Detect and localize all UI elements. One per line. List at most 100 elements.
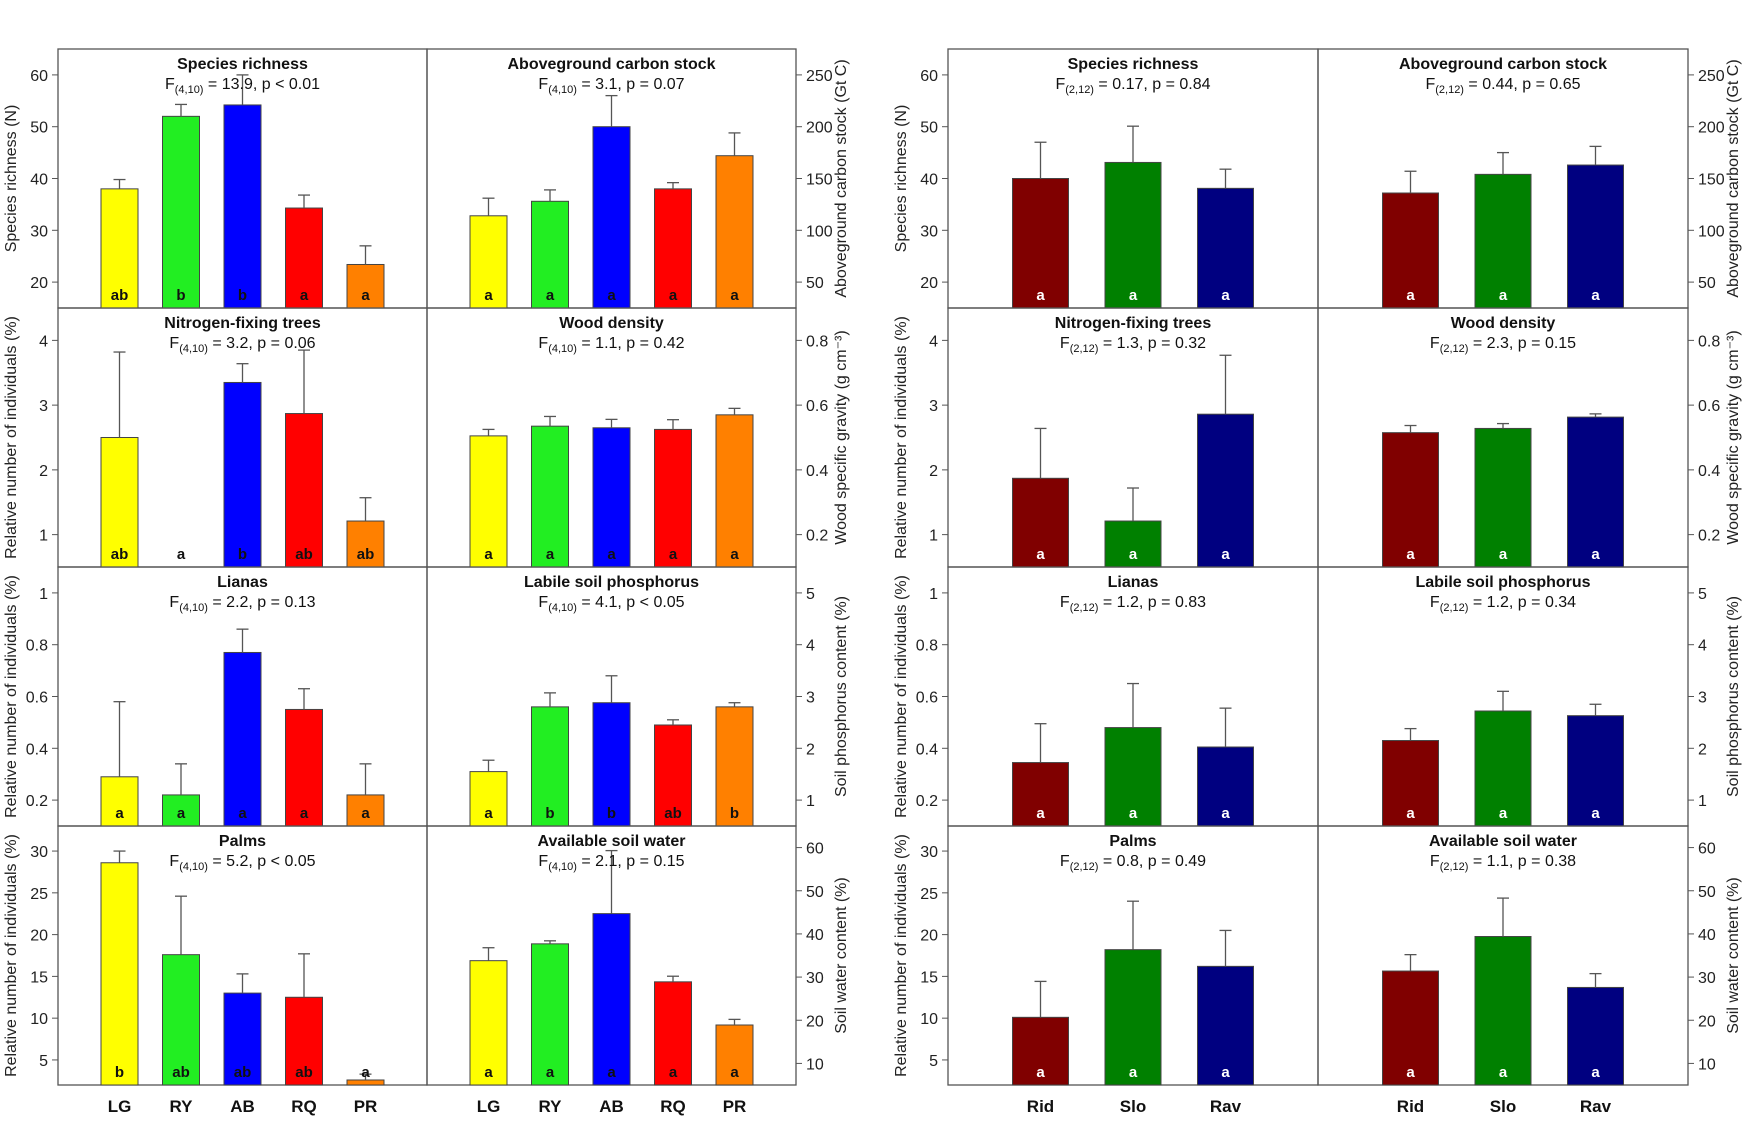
y-tick-label: 2 bbox=[929, 463, 938, 480]
y-tick-label: 20 bbox=[806, 1013, 824, 1030]
significance-letter: a bbox=[546, 1064, 555, 1081]
y-tick-label: 4 bbox=[806, 638, 815, 655]
panel-title: Species richness bbox=[177, 56, 308, 73]
significance-letter: a bbox=[484, 1064, 493, 1081]
stat-df: (4,10) bbox=[175, 84, 204, 96]
significance-letter: a bbox=[1591, 546, 1600, 563]
y-tick-label: 60 bbox=[1698, 841, 1716, 858]
bar-rid bbox=[1382, 432, 1439, 568]
bar-lg bbox=[469, 215, 508, 309]
y-tick-label: 0.4 bbox=[1698, 463, 1720, 480]
bar-rq bbox=[285, 207, 323, 309]
bar-ab bbox=[592, 427, 631, 568]
significance-letter: a bbox=[177, 805, 186, 822]
y-tick-label: 100 bbox=[1698, 223, 1725, 240]
significance-letter: a bbox=[1499, 546, 1508, 563]
y-axis-label: Soil water content (%) bbox=[1725, 877, 1742, 1034]
bar-rav bbox=[1197, 187, 1254, 309]
stat-symbol: F bbox=[538, 335, 548, 352]
bar-ab bbox=[223, 992, 262, 1086]
anova-stat: F(2,12) = 1.2, p = 0.34 bbox=[1430, 594, 1576, 614]
significance-letter: a bbox=[1036, 805, 1045, 822]
stat-result: = 0.44, p = 0.65 bbox=[1464, 76, 1581, 93]
significance-letter: a bbox=[484, 287, 493, 304]
panel-title: Aboveground carbon stock bbox=[507, 56, 715, 73]
significance-letter: ab bbox=[357, 546, 375, 563]
bar-slo bbox=[1104, 727, 1162, 827]
y-axis-label: Relative number of individuals (%) bbox=[3, 834, 20, 1077]
y-tick-label: 1 bbox=[806, 793, 815, 810]
x-category-label: LG bbox=[108, 1097, 132, 1116]
stat-df: (2,12) bbox=[1065, 84, 1094, 96]
significance-letter: b bbox=[238, 287, 247, 304]
significance-letter: a bbox=[177, 546, 186, 563]
bar-rid bbox=[1382, 740, 1439, 827]
y-tick-label: 50 bbox=[806, 884, 824, 901]
stat-df: (2,12) bbox=[1070, 343, 1099, 355]
y-tick-label: 30 bbox=[1698, 970, 1716, 987]
stat-result: = 2.1, p = 0.15 bbox=[577, 853, 685, 870]
panel-title: Lianas bbox=[1108, 574, 1159, 591]
y-tick-label: 1 bbox=[39, 528, 48, 545]
y-tick-label: 20 bbox=[30, 928, 48, 945]
panel-title: Aboveground carbon stock bbox=[1399, 56, 1607, 73]
y-tick-label: 1 bbox=[929, 586, 938, 603]
y-tick-label: 150 bbox=[806, 172, 833, 189]
significance-letter: a bbox=[1036, 287, 1045, 304]
significance-letter: a bbox=[1406, 546, 1415, 563]
bar-rid bbox=[1382, 192, 1439, 309]
stat-result: = 1.1, p = 0.42 bbox=[577, 335, 685, 352]
stat-result: = 4.1, p < 0.05 bbox=[577, 594, 685, 611]
bar-lg bbox=[100, 862, 139, 1086]
y-tick-label: 20 bbox=[920, 275, 938, 292]
bar-rid bbox=[1012, 178, 1069, 309]
bar-rid bbox=[1012, 1016, 1069, 1086]
y-tick-label: 50 bbox=[920, 120, 938, 137]
panel-title: Palms bbox=[219, 833, 266, 850]
y-tick-label: 10 bbox=[1698, 1056, 1716, 1073]
panel-title: Species richness bbox=[1068, 56, 1199, 73]
anova-stat: F(2,12) = 2.3, p = 0.15 bbox=[1430, 335, 1576, 355]
significance-letter: a bbox=[1129, 1064, 1138, 1081]
x-category-label: PR bbox=[354, 1097, 378, 1116]
y-tick-label: 10 bbox=[30, 1011, 48, 1028]
y-tick-label: 3 bbox=[806, 690, 815, 707]
bar-rq bbox=[285, 996, 323, 1086]
stat-result: = 13.9, p < 0.01 bbox=[203, 76, 320, 93]
significance-letter: a bbox=[361, 1064, 370, 1081]
y-axis-label: Relative number of individuals (%) bbox=[3, 575, 20, 818]
bar-ab bbox=[592, 126, 631, 309]
y-axis-label: Relative number of individuals (%) bbox=[893, 316, 910, 559]
bar-rq bbox=[654, 981, 692, 1086]
stat-symbol: F bbox=[1430, 335, 1440, 352]
bar-rav bbox=[1197, 965, 1254, 1086]
bar-ry bbox=[531, 706, 569, 827]
y-tick-label: 0.8 bbox=[1698, 333, 1720, 350]
significance-letter: ab bbox=[172, 1064, 190, 1081]
significance-letter: a bbox=[1129, 546, 1138, 563]
y-tick-label: 60 bbox=[806, 841, 824, 858]
significance-letter: a bbox=[1499, 805, 1508, 822]
stat-df: (4,10) bbox=[548, 343, 577, 355]
significance-letter: a bbox=[300, 287, 309, 304]
stat-symbol: F bbox=[538, 594, 548, 611]
y-tick-label: 15 bbox=[920, 969, 938, 986]
y-tick-label: 15 bbox=[30, 969, 48, 986]
panel-title: Wood density bbox=[559, 315, 664, 332]
panel-wood-density: 0.2 0.4 0.6 0.8 Wood specific gravity (g cm⁻… bbox=[426, 307, 850, 568]
significance-letter: ab bbox=[295, 546, 313, 563]
stat-result: = 2.2, p = 0.13 bbox=[208, 594, 316, 611]
stat-result: = 3.1, p = 0.07 bbox=[577, 76, 685, 93]
panel-lianas: 0.2 0.4 0.6 0.8 1 Relative number of individu… bbox=[3, 566, 428, 827]
y-tick-label: 30 bbox=[30, 844, 48, 861]
bar-rid bbox=[1382, 970, 1439, 1086]
bar-ry bbox=[531, 943, 569, 1086]
x-category-label: AB bbox=[230, 1097, 255, 1116]
y-tick-label: 10 bbox=[920, 1011, 938, 1028]
stat-df: (4,10) bbox=[548, 602, 577, 614]
y-tick-label: 2 bbox=[1698, 741, 1707, 758]
significance-letter: a bbox=[115, 805, 124, 822]
